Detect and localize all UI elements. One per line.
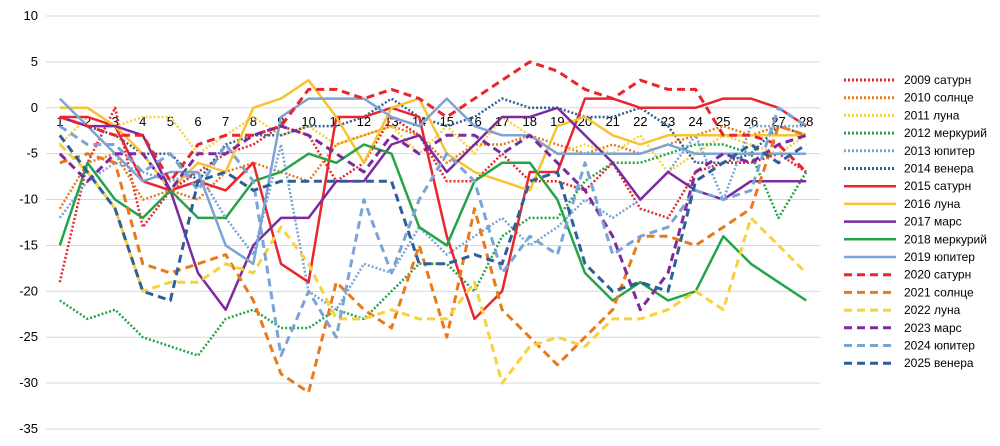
y-tick-label: -10 — [19, 192, 38, 207]
y-tick-label: -35 — [19, 421, 38, 436]
series-line-2016-луна — [59, 78, 807, 192]
x-tick-label: 1 — [56, 114, 63, 129]
series-line-2023-марс — [58, 124, 807, 312]
legend-label: 2012 меркурий — [904, 126, 987, 140]
legend-label: 2015 сатурн — [904, 179, 971, 193]
legend-label: 2020 сатурн — [904, 268, 971, 282]
legend-label: 2009 сатурн — [904, 73, 971, 87]
series-line-2017-марс — [59, 106, 807, 311]
series-line-2013-юпитер — [58, 124, 807, 311]
legend-item: 2019 юпитер — [844, 250, 975, 264]
legend-item: 2013 юпитер — [844, 144, 975, 158]
x-tick-label: 6 — [194, 114, 201, 129]
x-tick-label: 16 — [467, 114, 481, 129]
y-tick-label: 5 — [31, 54, 38, 69]
y-tick-label: -15 — [19, 237, 38, 252]
legend-label: 2025 венера — [904, 356, 974, 370]
legend-label: 2018 меркурий — [904, 232, 987, 246]
y-tick-label: 0 — [31, 100, 38, 115]
y-tick-label: -5 — [26, 146, 38, 161]
series-line-2011-луна — [58, 115, 807, 174]
x-tick-label: 26 — [744, 114, 758, 129]
y-tick-label: 10 — [24, 8, 38, 23]
legend-label: 2021 солнце — [904, 285, 974, 299]
legend-label: 2013 юпитер — [904, 144, 975, 158]
series-line-2009-сатурн — [58, 106, 807, 283]
x-tick-label: 4 — [139, 114, 146, 129]
legend-item: 2016 луна — [844, 197, 961, 211]
legend-item: 2012 меркурий — [844, 126, 987, 140]
legend-label: 2016 луна — [904, 197, 961, 211]
y-tick-label: -20 — [19, 283, 38, 298]
series-line-2010-солнце — [58, 124, 807, 210]
legend-item: 2010 солнце — [844, 91, 974, 105]
legend-item: 2021 солнце — [844, 285, 974, 299]
legend-item: 2018 меркурий — [844, 232, 987, 246]
legend: 2009 сатурн 2010 солнце 2011 луна 2012 мерк… — [844, 73, 987, 370]
x-tick-label: 24 — [688, 114, 702, 129]
legend-item: 2025 венера — [844, 356, 974, 370]
legend-label: 2019 юпитер — [904, 250, 975, 264]
series-line-2020-сатурн — [59, 60, 808, 183]
legend-item: 2014 венера — [844, 162, 974, 176]
y-tick-label: -25 — [19, 329, 38, 344]
x-tick-label: 2 — [84, 114, 91, 129]
series-line-2012-меркурий — [59, 143, 808, 357]
x-tick-label: 8 — [250, 114, 257, 129]
legend-label: 2024 юпитер — [904, 339, 975, 353]
x-tick-label: 25 — [716, 114, 730, 129]
series-line-2024-юпитер — [58, 106, 808, 358]
legend-label: 2014 венера — [904, 162, 974, 176]
legend-item: 2015 сатурн — [844, 179, 971, 193]
x-tick-label: 22 — [633, 114, 647, 129]
series-line-2025-венера — [58, 134, 808, 302]
x-tick-label: 21 — [605, 114, 619, 129]
legend-item: 2009 сатурн — [844, 73, 971, 87]
series-lines — [58, 60, 808, 394]
x-tick-label: 3 — [111, 114, 118, 129]
y-axis-tick-labels: 10 5 0 -5 -10 -15 -20 -25 -30 -35 — [19, 8, 38, 436]
legend-item: 2023 марс — [844, 321, 962, 335]
legend-item: 2024 юпитер — [844, 339, 975, 353]
x-tick-label: 7 — [222, 114, 229, 129]
legend-label: 2017 марс — [904, 215, 962, 229]
x-tick-label: 5 — [167, 114, 174, 129]
series-line-2022-луна — [58, 143, 808, 385]
legend-item: 2011 луна — [844, 108, 960, 122]
legend-label: 2010 солнце — [904, 91, 974, 105]
legend-item: 2020 сатурн — [844, 268, 971, 282]
y-tick-label: -30 — [19, 375, 38, 390]
legend-item: 2022 луна — [844, 303, 961, 317]
legend-label: 2011 луна — [904, 108, 960, 122]
series-line-2018-меркурий — [58, 143, 807, 302]
gridlines — [46, 15, 820, 430]
legend-item: 2017 марс — [844, 215, 962, 229]
legend-label: 2022 луна — [904, 303, 961, 317]
legend-label: 2023 марс — [904, 321, 962, 335]
